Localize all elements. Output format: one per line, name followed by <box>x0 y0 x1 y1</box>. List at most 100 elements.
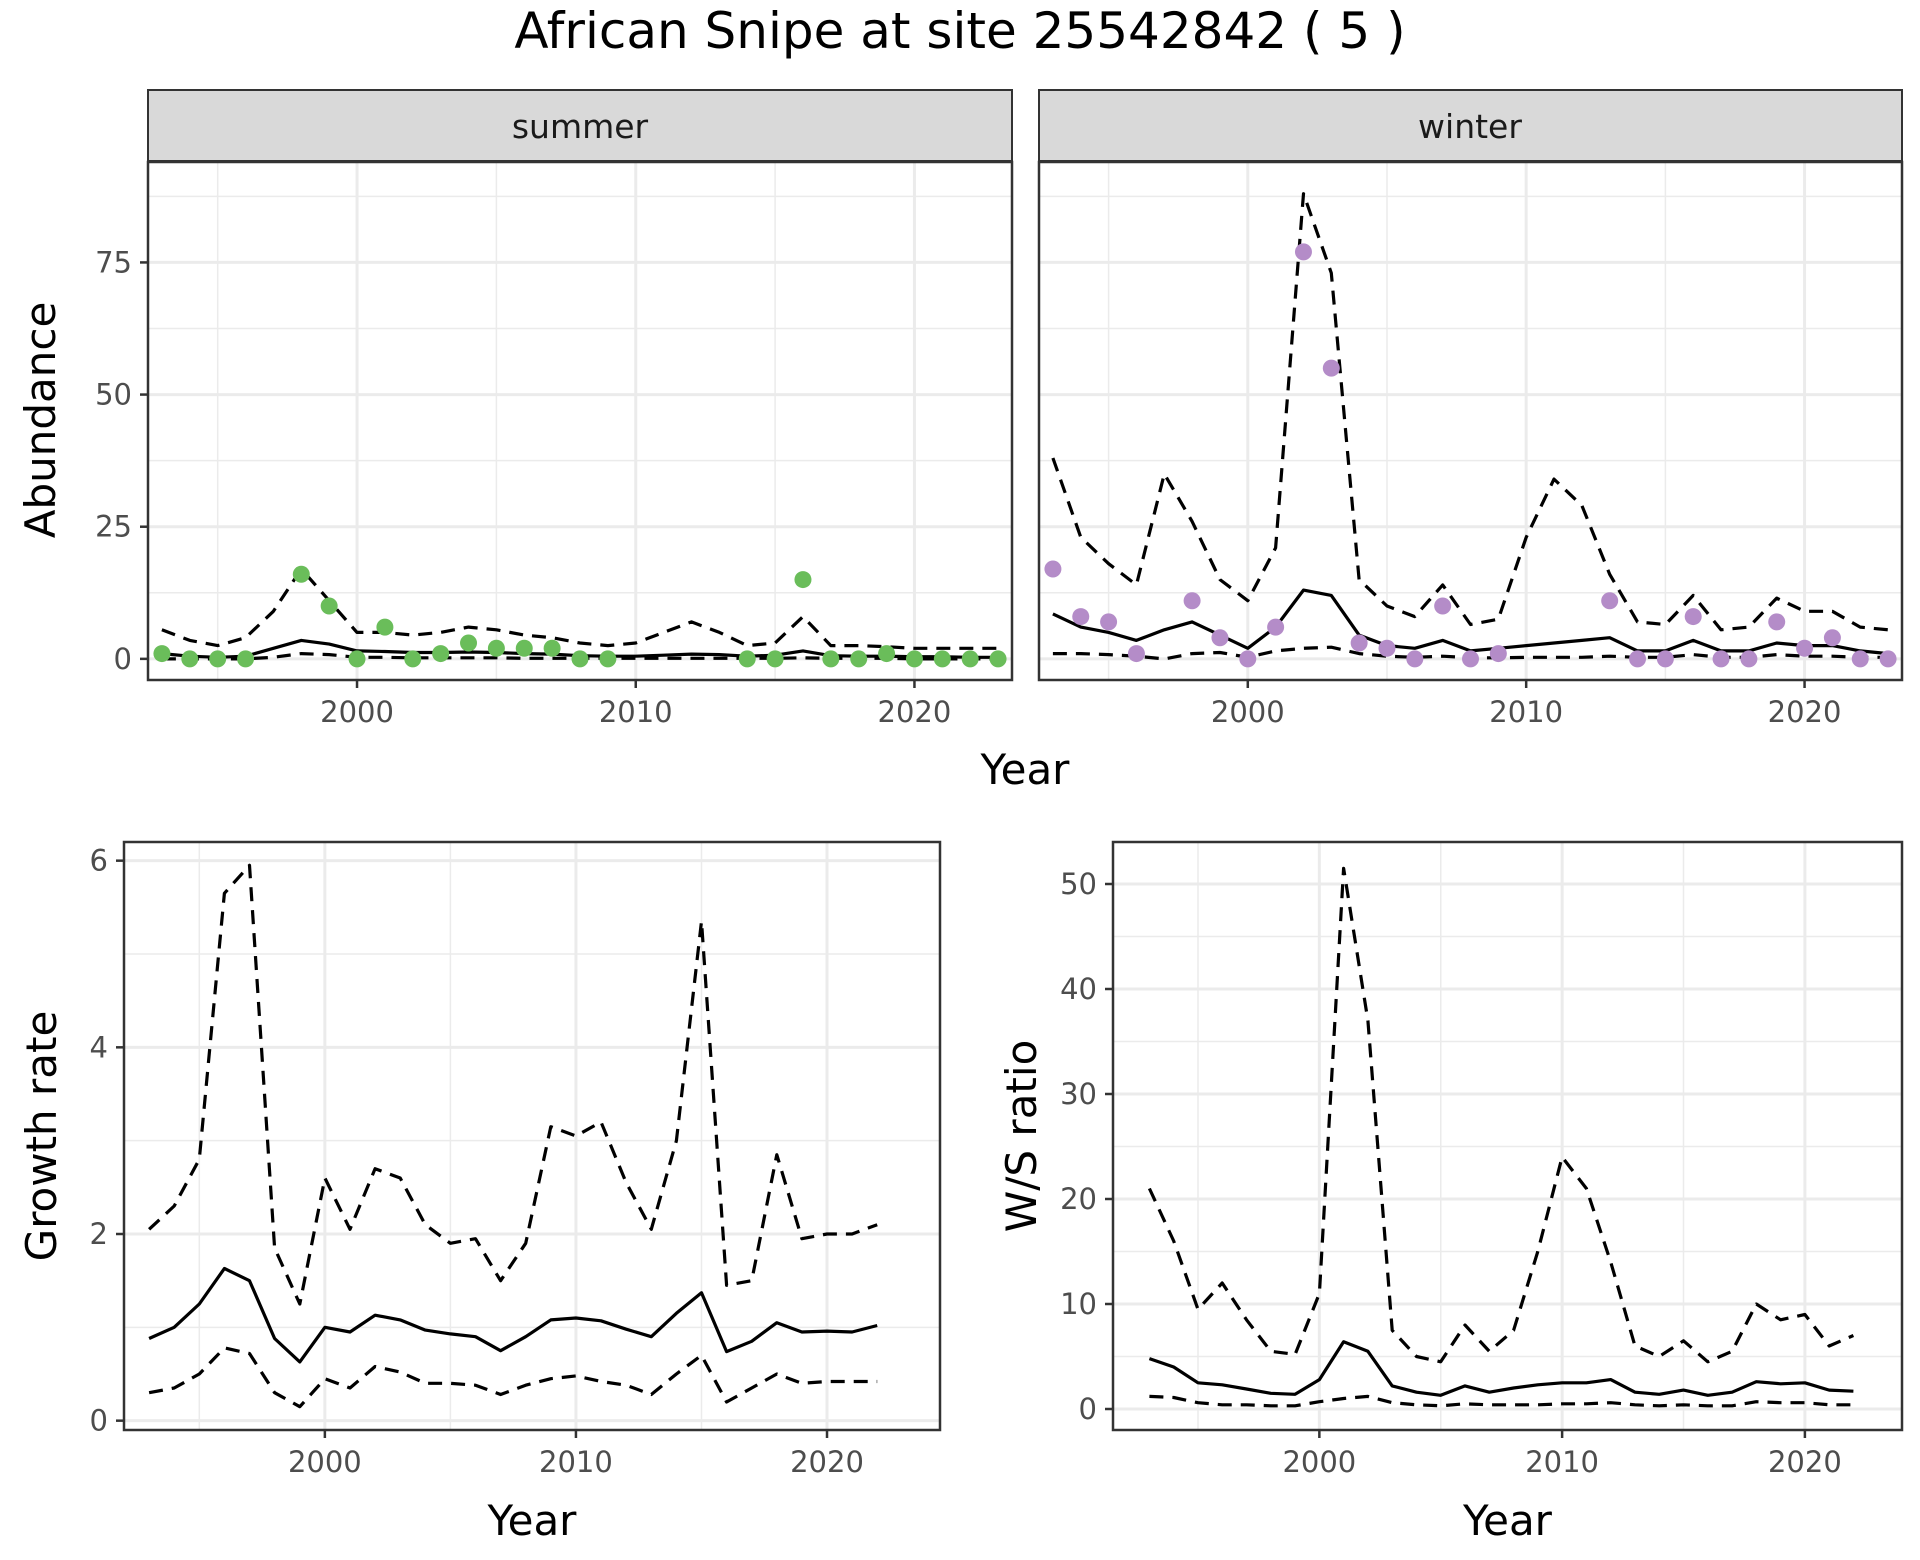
panel-border <box>122 840 942 1432</box>
observed-point <box>1127 645 1145 663</box>
observed-point <box>1267 618 1285 636</box>
observed-point <box>989 650 1007 668</box>
observed-point <box>1851 650 1869 668</box>
y-tick-label: 6 <box>90 844 108 878</box>
series-line-bound-1 <box>1051 192 1889 632</box>
observed-point <box>460 634 478 652</box>
strip-summer-background <box>147 89 1013 163</box>
observed-point <box>822 650 840 668</box>
x-axis-title: Year <box>487 1496 578 1545</box>
series-line-bound-1 <box>148 863 878 1306</box>
series-line-bound-2 <box>1149 1394 1854 1408</box>
observed-point <box>376 618 394 636</box>
series-line-mean <box>1148 1340 1854 1397</box>
plot-background <box>1113 842 1902 1430</box>
observed-point <box>1768 613 1786 631</box>
top-row-x-axis-title: Year <box>980 745 1071 794</box>
panel-border <box>146 160 1014 682</box>
x-tick-label: 2010 <box>539 1445 613 1479</box>
series-line-bound-1 <box>1147 866 1855 1364</box>
series-line-mean <box>148 1266 878 1364</box>
y-axis-title: W/S ratio <box>997 1040 1046 1233</box>
observed-point <box>320 597 338 615</box>
observed-point <box>1406 650 1424 668</box>
observed-point <box>794 571 812 589</box>
observed-point <box>487 639 505 657</box>
observed-point <box>153 645 171 663</box>
observed-point <box>1044 560 1062 578</box>
x-tick-label: 2000 <box>1282 1445 1356 1479</box>
observed-point <box>1462 650 1479 668</box>
y-tick-label: 50 <box>95 378 132 412</box>
observed-point <box>599 650 617 668</box>
observed-point <box>766 650 784 668</box>
x-tick-label: 2010 <box>1489 695 1563 729</box>
observed-point <box>1434 597 1452 615</box>
y-tick-label: 40 <box>1060 972 1097 1006</box>
y-tick-label: 2 <box>90 1217 108 1251</box>
observed-point <box>292 565 310 583</box>
observed-point <box>1489 645 1507 663</box>
observed-point <box>850 650 868 668</box>
plot-background <box>124 842 940 1430</box>
series-line-bound-2 <box>148 1346 878 1409</box>
panel-ws-ratio: 2000 2010 2020 0 10 20 30 40 50 Year W/S ratio <box>997 840 1904 1545</box>
observed-point <box>878 645 896 663</box>
plot-background <box>148 162 1012 680</box>
observed-point <box>432 645 450 663</box>
panel-winter-abundance: 2000 2010 2020 <box>1037 160 1904 729</box>
observed-point <box>209 650 227 668</box>
observed-point <box>1239 650 1257 668</box>
top-row-y-axis-title: Abundance <box>16 302 65 539</box>
observed-point <box>515 639 533 657</box>
y-tick-label: 75 <box>95 245 132 279</box>
observed-point <box>348 650 366 668</box>
x-axis-title: Year <box>1462 1496 1553 1545</box>
x-tick-label: 2010 <box>599 695 673 729</box>
x-tick-label: 2010 <box>1525 1445 1599 1479</box>
strip-summer-label: summer <box>512 107 649 146</box>
observed-point <box>1072 608 1090 626</box>
observed-point <box>1601 592 1619 610</box>
observed-point <box>1796 639 1814 657</box>
observed-point <box>1183 592 1201 610</box>
y-tick-label: 0 <box>1079 1392 1097 1426</box>
x-tick-label: 2000 <box>288 1445 362 1479</box>
y-tick-label: 4 <box>90 1030 108 1064</box>
observed-point <box>571 650 589 668</box>
x-tick-label: 2020 <box>1768 1445 1842 1479</box>
plot-background <box>1039 162 1902 680</box>
observed-point <box>1684 608 1702 626</box>
observed-point <box>1629 650 1647 668</box>
strip-winter-label: winter <box>1418 107 1522 146</box>
y-tick-label: 25 <box>95 510 132 544</box>
y-tick-label: 0 <box>114 642 132 676</box>
observed-point <box>961 650 979 668</box>
x-tick-label: 2020 <box>878 695 952 729</box>
series-line-bound-1 <box>161 567 999 650</box>
x-tick-label: 2000 <box>1211 695 1285 729</box>
y-tick-label: 50 <box>1060 867 1097 901</box>
observed-point <box>237 650 255 668</box>
observed-point <box>1712 650 1730 668</box>
y-tick-label: 0 <box>90 1404 108 1438</box>
y-tick-label: 10 <box>1060 1287 1097 1321</box>
strip-winter-background <box>1038 89 1903 163</box>
y-tick-label: 20 <box>1060 1182 1097 1216</box>
observed-point <box>905 650 923 668</box>
observed-point <box>404 650 422 668</box>
observed-point <box>181 650 199 668</box>
x-tick-label: 2020 <box>790 1445 864 1479</box>
observed-point <box>1322 359 1340 377</box>
panel-growth-rate: 2000 2010 2020 0 2 4 6 Year Growth rate <box>17 840 942 1545</box>
panel-border <box>1037 160 1904 682</box>
observed-point <box>1294 243 1312 261</box>
observed-point <box>1378 639 1396 657</box>
panel-border <box>1111 840 1904 1432</box>
x-tick-label: 2020 <box>1768 695 1842 729</box>
observed-point <box>543 639 561 657</box>
observed-point <box>933 650 951 668</box>
observed-point <box>1656 650 1674 668</box>
observed-point <box>1211 629 1229 647</box>
